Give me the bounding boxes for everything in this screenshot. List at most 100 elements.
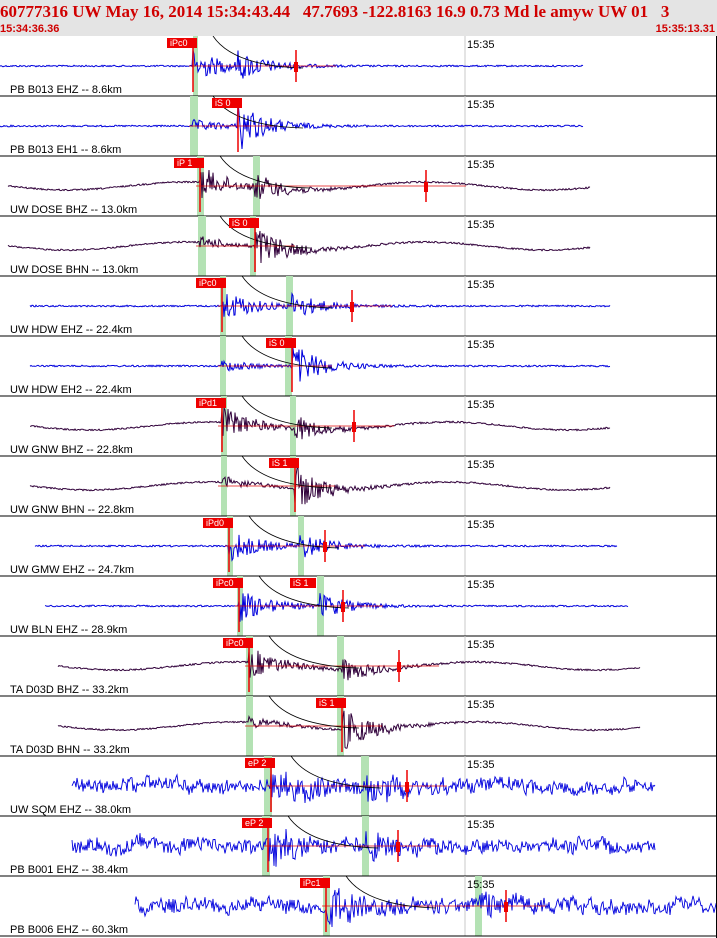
travel-time-curve xyxy=(219,155,311,189)
waveform-trace xyxy=(29,348,611,382)
pick-label-box[interactable] xyxy=(229,218,259,228)
amplitude-marker-box xyxy=(405,782,409,792)
minute-label: 15:35 xyxy=(467,39,495,51)
minute-label: 15:35 xyxy=(467,579,495,591)
channel-row[interactable]: iS 0 15:35 PB B013 EH1 -- 8.6km xyxy=(0,95,717,157)
channel-row[interactable]: eP 2 15:35 PB B001 EHZ -- 38.4km xyxy=(0,815,717,877)
channel-label: TA D03D BHN -- 33.2km xyxy=(10,744,130,756)
travel-time-curve xyxy=(345,875,437,909)
channel-label: UW HDW EH2 -- 22.4km xyxy=(10,384,132,396)
amplitude-marker-box xyxy=(294,62,298,72)
pick-label-box[interactable] xyxy=(174,158,204,168)
pick-label: eP 2 xyxy=(248,758,266,768)
minute-label: 15:35 xyxy=(467,759,495,771)
channel-row[interactable]: iP 1 15:35 UW DOSE BHZ -- 13.0km xyxy=(0,155,717,217)
pick-label: iP 1 xyxy=(177,158,192,168)
travel-time-curve xyxy=(290,755,382,789)
channel-row[interactable]: iS 1 15:35 UW GNW BHN -- 22.8km xyxy=(0,455,717,517)
pick-label: iPc0 xyxy=(226,638,244,648)
travel-time-curve xyxy=(241,395,333,429)
channel-label: PB B006 EHZ -- 60.3km xyxy=(10,924,128,936)
channel-label: UW GMW EHZ -- 24.7km xyxy=(10,564,134,576)
travel-time-curve xyxy=(268,695,360,729)
channel-row[interactable]: iPd1 15:35 UW GNW BHZ -- 22.8km xyxy=(0,395,717,457)
minute-label: 15:35 xyxy=(467,339,495,351)
minute-label: 15:35 xyxy=(467,99,495,111)
pick-label-box[interactable] xyxy=(223,638,253,648)
minute-label: 15:35 xyxy=(467,159,495,171)
channel-label: UW SQM EHZ -- 38.0km xyxy=(10,804,131,816)
channel-label: PB B013 EHZ -- 8.6km xyxy=(10,84,122,96)
channel-row[interactable]: iPc1 15:35 PB B006 EHZ -- 60.3km xyxy=(0,875,717,937)
waveform-trace xyxy=(0,50,584,79)
channel-label: PB B001 EHZ -- 38.4km xyxy=(10,864,128,876)
channel-row[interactable]: iPc0 15:35 UW HDW EHZ -- 22.4km xyxy=(0,275,717,337)
channel-row[interactable]: eP 2 15:35 UW SQM EHZ -- 38.0km xyxy=(0,755,717,817)
pick-label-box[interactable] xyxy=(300,878,330,888)
pick-label-box[interactable] xyxy=(213,578,243,588)
waveform-trace xyxy=(57,710,641,749)
channel-row[interactable]: iS 0 15:35 UW DOSE BHN -- 13.0km xyxy=(0,215,717,277)
travel-time-curve xyxy=(219,215,311,249)
s-pick-label-box[interactable] xyxy=(290,578,316,588)
pick-label: iPd0 xyxy=(206,518,224,528)
pick-label: iS 1 xyxy=(319,698,335,708)
seismogram-panel[interactable]: iPc0 15:35 PB B013 EHZ -- 8.6km iS 0 15:35 PB… xyxy=(0,36,717,938)
minute-label: 15:35 xyxy=(467,219,495,231)
waveform-trace xyxy=(0,100,584,150)
pick-label-box[interactable] xyxy=(269,458,299,468)
minute-label: 15:35 xyxy=(467,399,495,411)
pick-label-box[interactable] xyxy=(196,278,226,288)
travel-time-curve xyxy=(268,635,360,669)
pick-label-box[interactable] xyxy=(167,38,197,48)
minute-label: 15:35 xyxy=(467,819,495,831)
channel-label: UW GNW BHN -- 22.8km xyxy=(10,504,134,516)
pick-label: eP 2 xyxy=(245,818,263,828)
travel-time-curve xyxy=(212,36,304,69)
pick-label-box[interactable] xyxy=(203,518,233,528)
pick-label: iPc1 xyxy=(303,878,321,888)
event-summary: 60777316 UW May 16, 2014 15:34:43.44 47.… xyxy=(0,2,670,21)
amplitude-marker-box xyxy=(397,662,401,672)
channel-row[interactable]: iPc0 15:35 TA D03D BHZ -- 33.2km xyxy=(0,635,717,697)
minute-label: 15:35 xyxy=(467,459,495,471)
waveform-trace xyxy=(29,292,611,317)
channel-row[interactable]: iPd0 15:35 UW GMW EHZ -- 24.7km xyxy=(0,515,717,577)
amplitude-marker-box xyxy=(504,902,508,912)
channel-row[interactable]: iS 1 15:35 TA D03D BHN -- 33.2km xyxy=(0,695,717,757)
pick-label: iPc0 xyxy=(199,278,217,288)
pick-label: iPc0 xyxy=(170,38,188,48)
channel-label: PB B013 EH1 -- 8.6km xyxy=(10,144,121,156)
channel-label: UW HDW EHZ -- 22.4km xyxy=(10,324,132,336)
s-pick-label: iS 1 xyxy=(293,578,309,588)
channel-label: TA D03D BHZ -- 33.2km xyxy=(10,684,128,696)
channel-label: UW GNW BHZ -- 22.8km xyxy=(10,444,133,456)
channel-row[interactable]: iPc0 15:35 PB B013 EHZ -- 8.6km xyxy=(0,36,717,97)
amplitude-marker-box xyxy=(350,302,354,312)
waveform-trace xyxy=(57,650,641,681)
channel-label: UW DOSE BHZ -- 13.0km xyxy=(10,204,137,216)
minute-label: 15:35 xyxy=(467,879,495,891)
minute-label: 15:35 xyxy=(467,699,495,711)
channel-row[interactable]: iS 0 15:35 UW HDW EH2 -- 22.4km xyxy=(0,335,717,397)
waveform-trace xyxy=(134,888,717,928)
window-end-time: 15:35:13.31 xyxy=(655,23,715,35)
waveform-trace xyxy=(44,593,629,622)
travel-time-curve xyxy=(287,815,379,849)
channel-label: UW BLN EHZ -- 28.9km xyxy=(10,624,127,636)
minute-label: 15:35 xyxy=(467,279,495,291)
pick-label-box[interactable] xyxy=(316,698,346,708)
amplitude-marker-box xyxy=(352,422,356,432)
travel-time-curve xyxy=(241,455,333,489)
pick-label: iPc0 xyxy=(216,578,234,588)
pick-label-box[interactable] xyxy=(266,338,296,348)
waveform-trace xyxy=(29,467,611,505)
channel-row[interactable]: iPc0 iS 1 15:35 UW BLN EHZ -- 28.9km xyxy=(0,575,717,637)
pick-label: iS 0 xyxy=(215,98,231,108)
pick-label-box[interactable] xyxy=(242,818,272,828)
pick-label-box[interactable] xyxy=(212,98,242,108)
minute-label: 15:35 xyxy=(467,639,495,651)
pick-label-box[interactable] xyxy=(196,398,226,408)
amplitude-marker-box xyxy=(341,602,345,612)
pick-label-box[interactable] xyxy=(245,758,275,768)
